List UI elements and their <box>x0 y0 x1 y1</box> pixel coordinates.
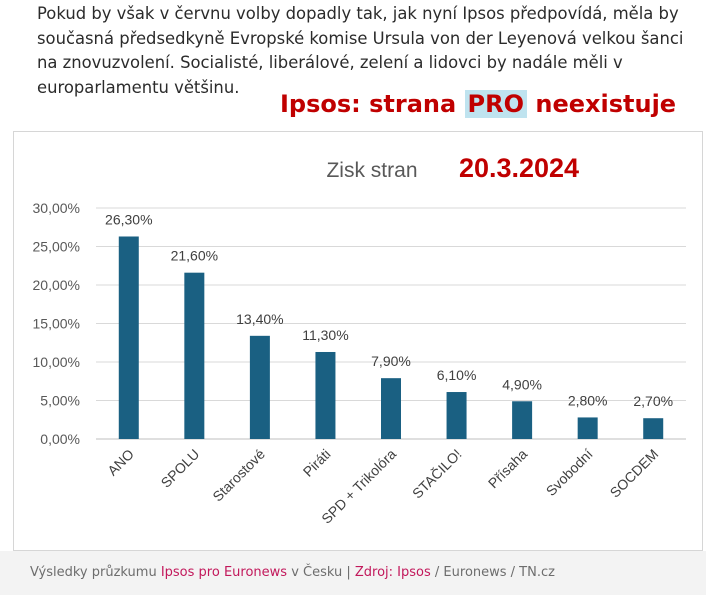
bar <box>643 418 664 439</box>
bar <box>249 335 270 439</box>
bar-value-label: 26,30% <box>105 211 152 227</box>
bar-value-label: 4,90% <box>502 376 542 392</box>
x-tick-label: ANO <box>104 446 137 479</box>
y-tick-label: 30,00% <box>33 200 80 216</box>
x-tick-label: Starostové <box>209 446 268 505</box>
footer-text-1: Výsledky průzkumu <box>30 565 161 580</box>
footer-link-source[interactable]: Zdroj: Ipsos <box>354 565 431 580</box>
overlay-headline-post: neexistuje <box>527 90 677 118</box>
footer: Výsledky průzkumu Ipsos pro Euronews v Č… <box>0 551 706 595</box>
bar <box>446 392 467 439</box>
bar-value-label: 2,70% <box>633 393 673 409</box>
chart-card: Zisk stran 20.3.2024 0,00% 5,00% 10,00% 15,… <box>13 131 703 551</box>
footer-link-ipsos-euronews[interactable]: Ipsos pro Euronews <box>160 565 288 580</box>
overlay-headline-pro: PRO <box>464 90 528 118</box>
y-tick-label: 25,00% <box>33 239 80 255</box>
footer-text-2: v Česku | <box>287 565 355 580</box>
overlay-headline: Ipsos: strana PRO neexistuje <box>280 90 676 118</box>
chart-date: 20.3.2024 <box>459 153 579 183</box>
bar <box>381 378 401 439</box>
bar-value-label: 6,10% <box>437 367 477 383</box>
bar <box>577 417 598 439</box>
x-tick-label: Svobodní <box>543 446 596 499</box>
bar-value-label: 13,40% <box>236 311 283 327</box>
x-tick-label: STAČILO! <box>409 446 465 502</box>
y-tick-label: 0,00% <box>40 431 80 447</box>
bar <box>512 401 533 439</box>
bar-chart: Zisk stran 20.3.2024 0,00% 5,00% 10,00% 15,… <box>33 153 686 527</box>
bar-value-label: 11,30% <box>302 327 348 343</box>
x-tick-label: SPOLU <box>158 446 203 491</box>
bar-value-label: 21,60% <box>171 248 218 264</box>
footer-source: Výsledky průzkumu Ipsos pro Euronews v Č… <box>30 565 555 580</box>
y-tick-label: 15,00% <box>33 316 80 332</box>
footer-text-3: / Euronews / TN.cz <box>430 565 555 580</box>
bar <box>184 272 205 439</box>
bar-value-label: 7,90% <box>371 353 411 369</box>
x-tick-label: SOCDEM <box>607 446 662 501</box>
overlay-headline-pre: Ipsos: strana <box>280 90 465 118</box>
x-tick-label: Piráti <box>300 446 334 480</box>
bar-value-label: 2,80% <box>568 392 608 408</box>
y-tick-label: 5,00% <box>40 393 80 409</box>
bar <box>315 351 336 439</box>
chart-title: Zisk stran <box>326 159 417 182</box>
article-paragraph: Pokud by však v červnu volby dopadly tak… <box>37 4 684 97</box>
bar <box>118 236 139 439</box>
x-tick-label: Přísaha <box>485 446 531 492</box>
y-tick-label: 10,00% <box>33 354 80 370</box>
y-tick-label: 20,00% <box>33 277 80 293</box>
